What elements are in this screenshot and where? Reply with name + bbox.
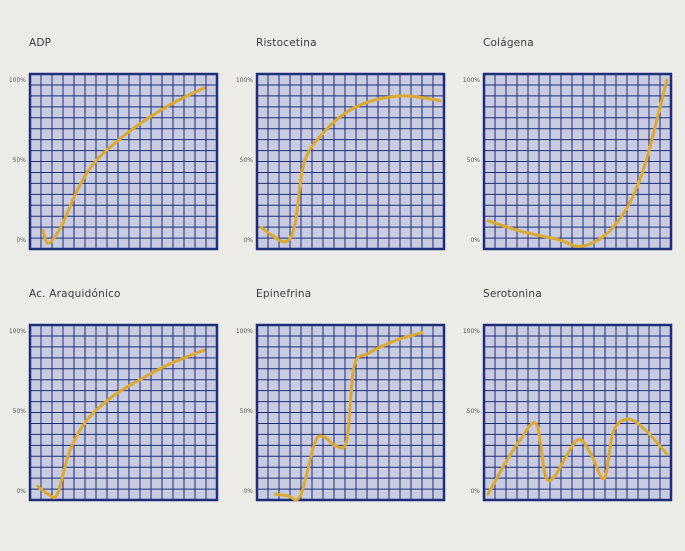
chart-panel-ac-araquidonico: Ac. Araquidónico 0% 50% 100%	[9, 288, 257, 551]
chart-svg-ac-araquidonico: 0% 50% 100%	[9, 323, 219, 502]
y-tick-label: 0%	[243, 488, 253, 495]
chart-title: Serotonina	[483, 288, 542, 300]
chart-title: Colágena	[483, 37, 534, 49]
plot-frame	[255, 323, 446, 502]
chart-title: Ristocetina	[256, 37, 317, 49]
y-tick-label: 50%	[13, 408, 27, 415]
grid	[30, 325, 217, 500]
series-line	[486, 78, 669, 248]
y-tick-label: 50%	[467, 408, 481, 415]
y-tick-label: 100%	[463, 77, 480, 84]
chart-svg-adp: 0% 50% 100%	[9, 72, 219, 251]
plot-frame	[28, 323, 219, 502]
plot-frame	[255, 72, 446, 251]
series-line	[486, 417, 669, 496]
series-line	[273, 331, 424, 502]
chart-svg-epinefrina: 0% 50% 100%	[236, 323, 446, 502]
chart-panel-adp: ADP 0% 50% 100%	[9, 37, 257, 300]
y-tick-label: 0%	[16, 237, 26, 244]
y-tick-label: 100%	[9, 77, 26, 84]
chart-title: Ac. Araquidónico	[29, 288, 121, 300]
y-tick-label: 0%	[16, 488, 26, 495]
y-tick-label: 100%	[9, 328, 26, 335]
series-line	[41, 86, 206, 245]
plot-frame	[482, 323, 673, 502]
grid	[30, 74, 217, 249]
plot-frame	[28, 72, 219, 251]
chart-panel-colagena: Colágena 0% 50% 100%	[463, 37, 685, 300]
y-tick-label: 50%	[240, 408, 254, 415]
y-tick-label: 100%	[236, 77, 253, 84]
plot-frame	[482, 72, 673, 251]
y-tick-label: 100%	[463, 328, 480, 335]
y-tick-label: 50%	[13, 157, 27, 164]
series-line	[36, 348, 206, 500]
y-tick-label: 50%	[240, 157, 254, 164]
chart-svg-serotonina: 0% 50% 100%	[463, 323, 673, 502]
y-tick-label: 0%	[470, 488, 480, 495]
chart-title: Epinefrina	[256, 288, 312, 300]
grid	[484, 74, 671, 249]
chart-panel-serotonina: Serotonina 0% 50% 100%	[463, 288, 685, 551]
series-line	[259, 94, 442, 244]
chart-svg-colagena: 0% 50% 100%	[463, 72, 673, 251]
grid	[257, 74, 444, 249]
chart-title: ADP	[29, 37, 52, 49]
y-tick-label: 100%	[236, 328, 253, 335]
y-tick-label: 50%	[467, 157, 481, 164]
chart-svg-ristocetina: 0% 50% 100%	[236, 72, 446, 251]
y-tick-label: 0%	[243, 237, 253, 244]
chart-panel-ristocetina: Ristocetina 0% 50% 100%	[236, 37, 484, 300]
y-tick-label: 0%	[470, 237, 480, 244]
chart-panel-epinefrina: Epinefrina 0% 50% 100%	[236, 288, 484, 551]
